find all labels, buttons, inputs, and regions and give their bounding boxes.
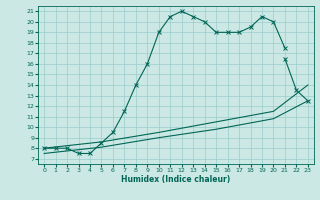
X-axis label: Humidex (Indice chaleur): Humidex (Indice chaleur) — [121, 175, 231, 184]
